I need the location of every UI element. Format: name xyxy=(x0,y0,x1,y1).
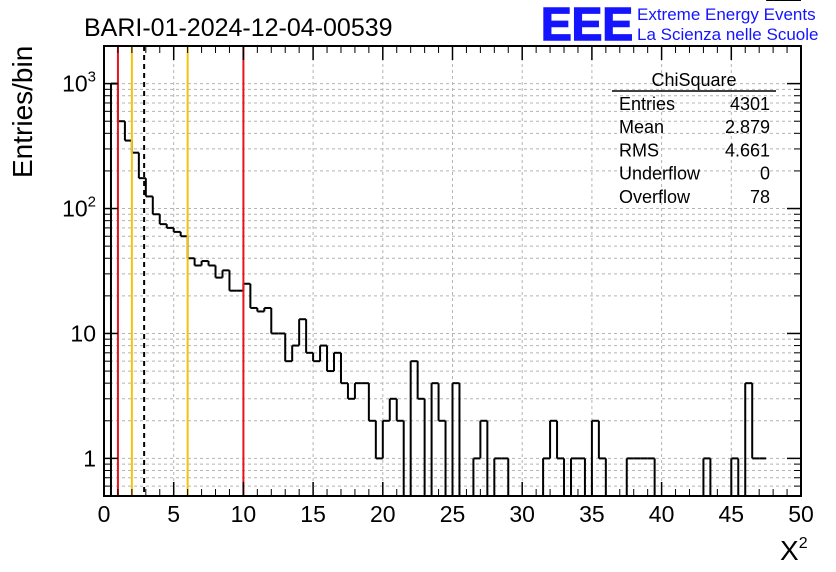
x-axis-label-base: X xyxy=(780,535,799,566)
y-tick-label: 102 xyxy=(62,194,96,222)
eee-logo-line2: La Scienza nelle Scuole xyxy=(637,25,818,44)
stats-value: 0 xyxy=(760,164,770,184)
reference-lines xyxy=(116,46,245,496)
x-tick-label: 30 xyxy=(509,501,535,527)
x-axis-label: X2 xyxy=(780,535,808,566)
stats-label: Overflow xyxy=(619,187,691,207)
eee-logo-line1: Extreme Energy Events xyxy=(637,5,816,24)
stats-value: 2.879 xyxy=(725,117,770,137)
y-tick-label-base: 10 xyxy=(70,320,96,346)
x-tick-label: 35 xyxy=(579,501,605,527)
x-tick-label: 15 xyxy=(300,501,326,527)
stats-rows: Entries 4301 Mean 2.879 RMS 4.661 Underflow 0 Ov… xyxy=(619,94,770,207)
y-tick-label-base: 10 xyxy=(62,196,88,222)
axis-ticks xyxy=(103,45,802,497)
stats-label: RMS xyxy=(619,140,659,160)
y-tick-label: 10 xyxy=(70,320,96,346)
x-tick-label: 5 xyxy=(167,501,180,527)
stats-value: 4301 xyxy=(730,94,770,114)
stats-box: ChiSquare Entries 4301 Mean 2.879 RMS 4.661 Un… xyxy=(612,70,776,207)
y-tick-label: 1 xyxy=(83,445,96,471)
x-tick-label: 45 xyxy=(719,501,745,527)
x-axis-label-exp: 2 xyxy=(799,535,808,552)
y-tick-label-exp: 2 xyxy=(88,194,96,211)
eee-logo: EEE Extreme Energy Events La Scienza nel… xyxy=(540,0,818,51)
y-tick-label-exp: 3 xyxy=(88,69,96,86)
x-tick-label: 0 xyxy=(98,501,111,527)
y-tick-label-base: 10 xyxy=(62,71,88,97)
chart-title: BARI-01-2024-12-04-00539 xyxy=(84,14,393,42)
stats-label: Entries xyxy=(619,94,675,114)
stats-value: 78 xyxy=(750,187,770,207)
x-tick-label: 25 xyxy=(440,501,466,527)
y-tick-label: 103 xyxy=(62,69,96,97)
y-tick-label-base: 1 xyxy=(83,445,96,471)
stats-label: Mean xyxy=(619,117,664,137)
stats-value: 4.661 xyxy=(725,140,770,160)
x-tick-label: 20 xyxy=(370,501,396,527)
x-tick-labels: 0 5 10 15 20 25 30 35 40 45 50 xyxy=(98,501,814,527)
stats-label: Underflow xyxy=(619,164,701,184)
x-tick-label: 40 xyxy=(649,501,675,527)
stats-title: ChiSquare xyxy=(651,70,736,90)
x-tick-label: 50 xyxy=(788,501,814,527)
x-tick-label: 10 xyxy=(231,501,257,527)
eee-logo-mark: EEE xyxy=(541,0,633,50)
y-axis-label: Entries/bin xyxy=(7,46,38,178)
